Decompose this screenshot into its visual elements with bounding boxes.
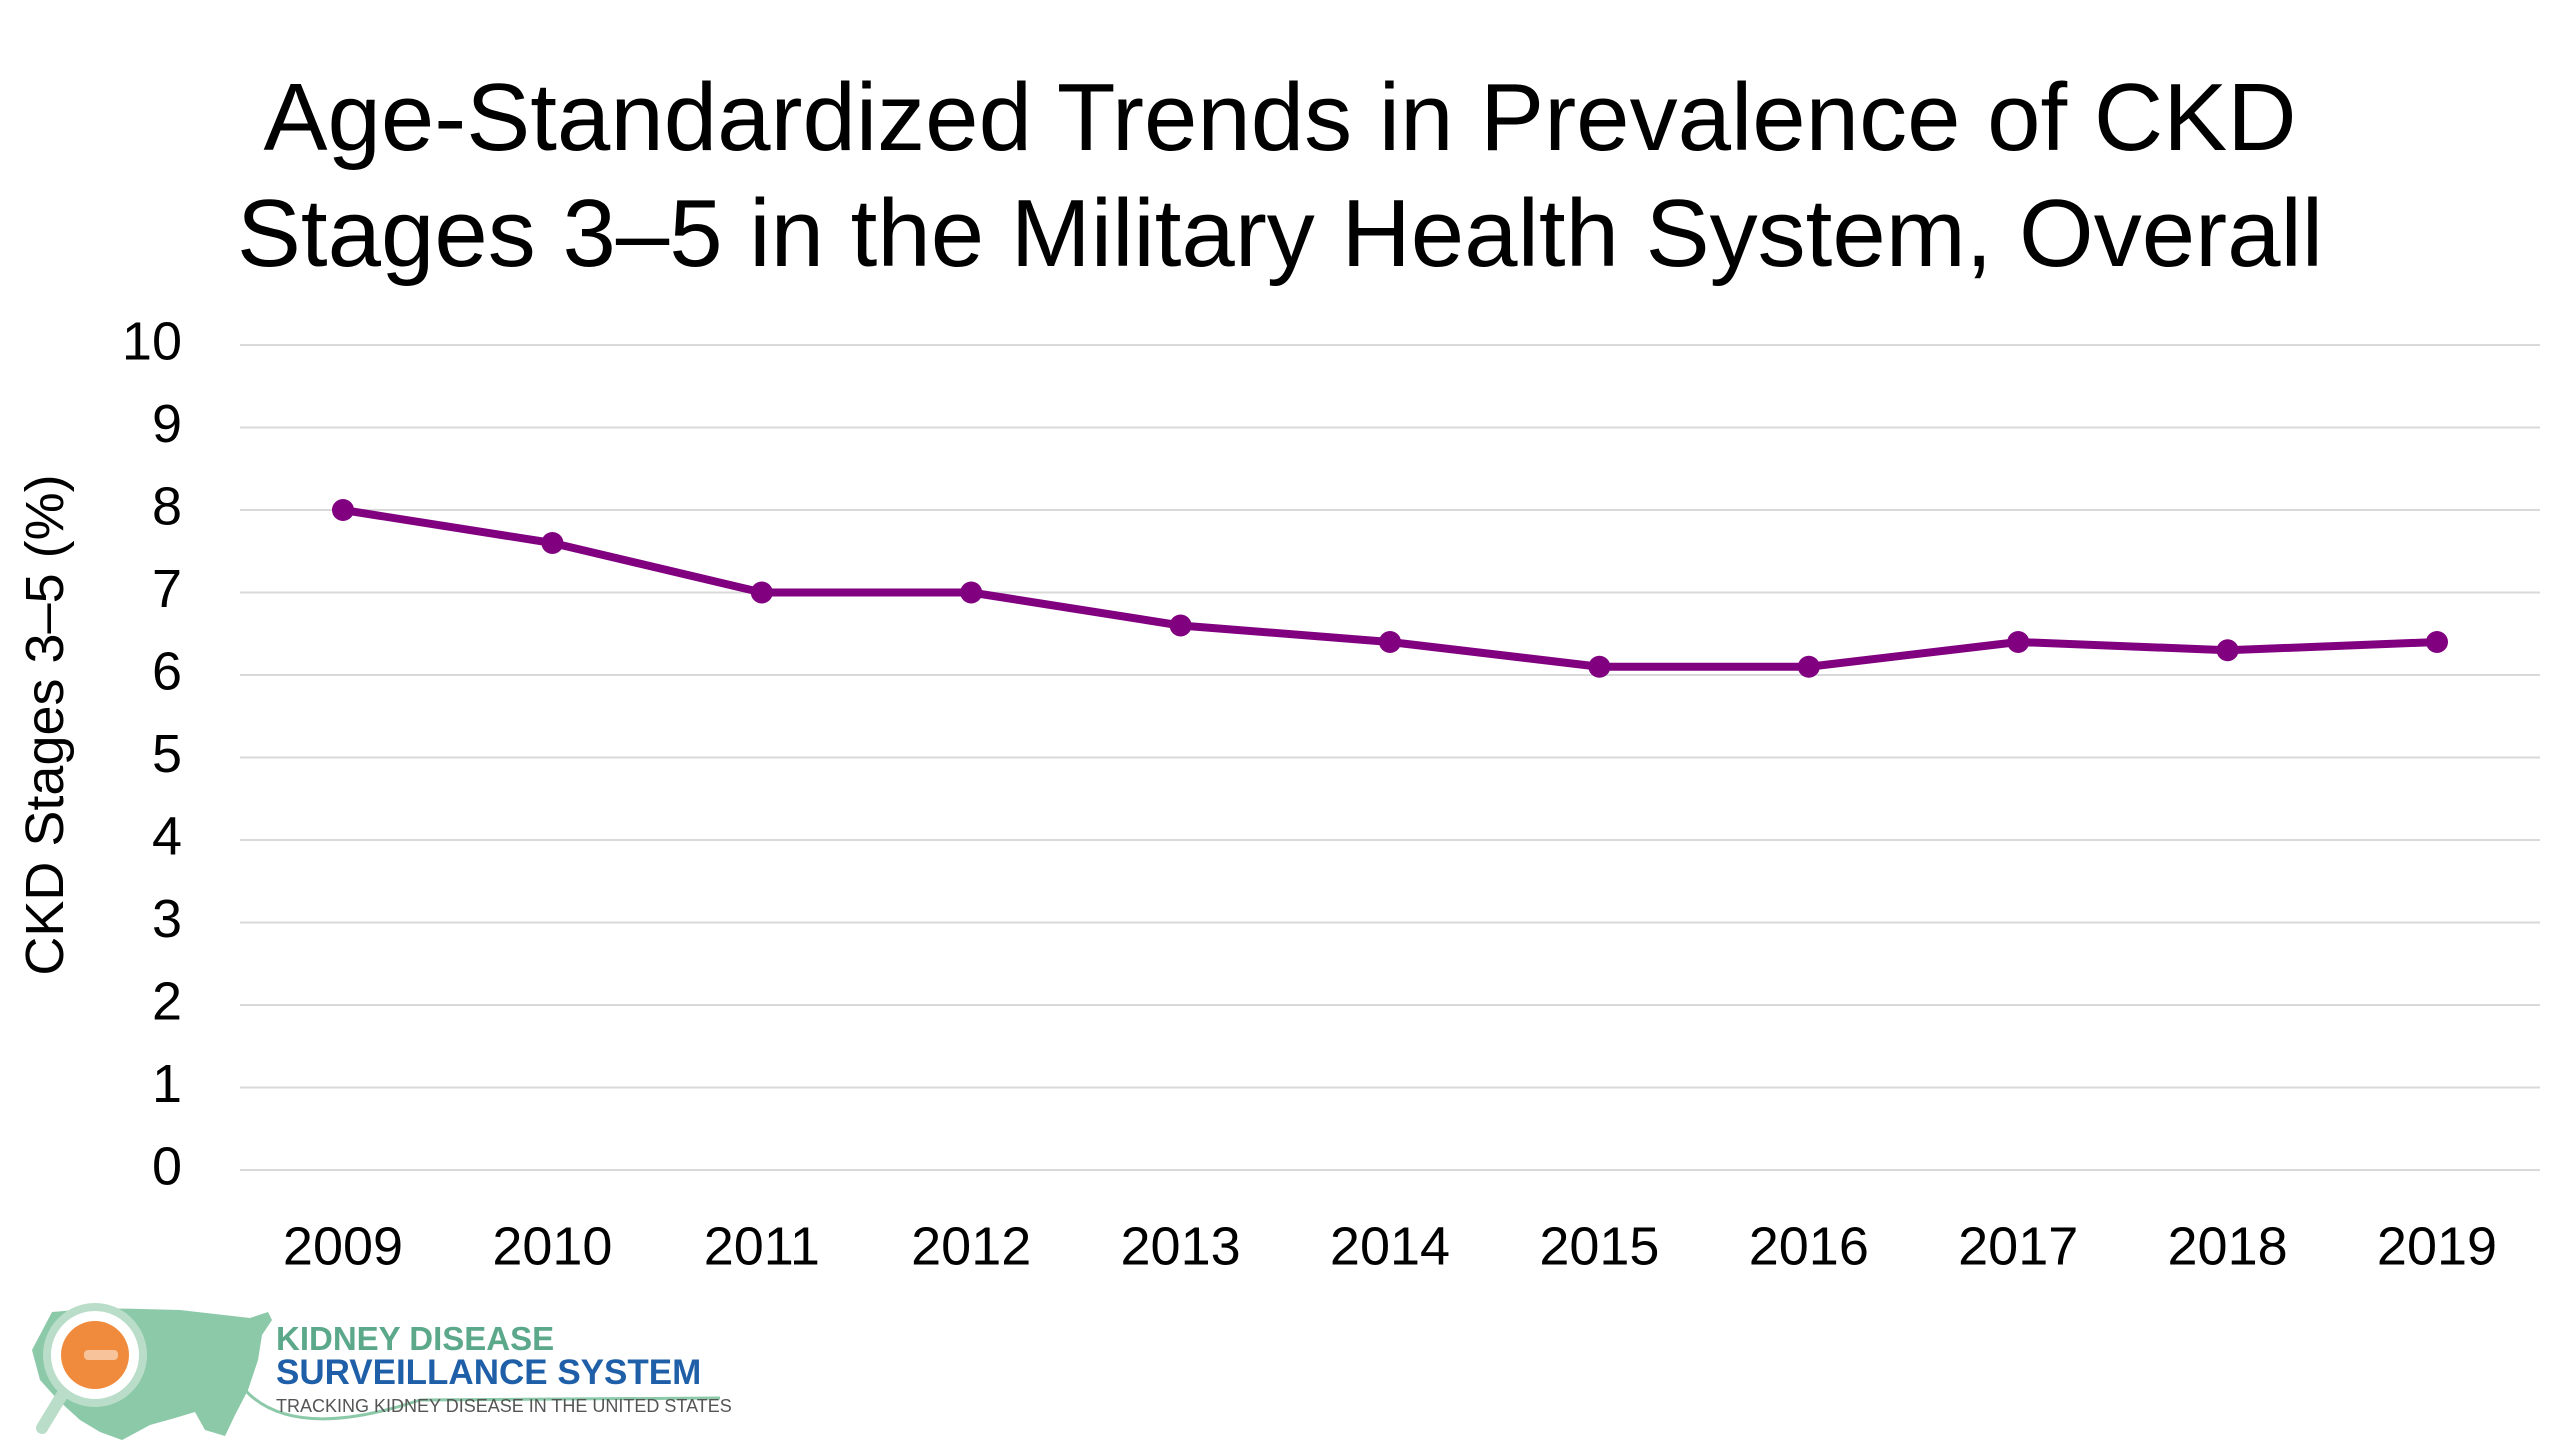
x-tick-label: 2018 [2168, 1216, 2288, 1276]
y-tick-label: 3 [152, 889, 182, 949]
x-tick-label: 2009 [283, 1216, 403, 1276]
kdss-logo: KIDNEY DISEASE SURVEILLANCE SYSTEM TRACK… [32, 1303, 732, 1440]
chart-title-line-2: Stages 3–5 in the Military Health System… [236, 180, 2324, 287]
logo-line-1: KIDNEY DISEASE [276, 1320, 554, 1357]
magnifier-highlight-icon [84, 1350, 118, 1360]
x-tick-label: 2010 [492, 1216, 612, 1276]
x-tick-label: 2012 [911, 1216, 1031, 1276]
series [332, 499, 2448, 678]
x-tick-label: 2011 [704, 1216, 820, 1276]
data-point-2009 [332, 499, 354, 521]
y-tick-label: 4 [152, 806, 182, 866]
data-point-2012 [960, 581, 983, 604]
y-tick-labels: 0 1 2 3 4 5 6 7 8 9 10 [122, 311, 182, 1196]
data-point-2015 [1588, 655, 1611, 678]
x-tick-label: 2013 [1121, 1216, 1241, 1276]
chart-title-line-1: Age-Standardized Trends in Prevalence of… [263, 64, 2297, 171]
x-tick-label: 2017 [1958, 1216, 2078, 1276]
data-point-2017 [2007, 631, 2030, 653]
data-point-2018 [2216, 639, 2239, 662]
data-point-2019 [2426, 631, 2448, 653]
logo-line-2: SURVEILLANCE SYSTEM [276, 1353, 701, 1392]
data-point-2016 [1797, 655, 1820, 678]
x-tick-label: 2015 [1539, 1216, 1659, 1276]
y-tick-label: 6 [152, 641, 182, 701]
y-tick-label: 1 [152, 1054, 182, 1114]
gridlines [240, 344, 2540, 1171]
x-tick-label: 2016 [1749, 1216, 1869, 1276]
x-tick-labels: 2009 2010 2011 2012 2013 2014 2015 2016 2017 2018… [283, 1216, 2497, 1276]
y-tick-label: 7 [152, 559, 182, 619]
y-tick-label: 0 [152, 1136, 182, 1196]
magnifier-handle-icon [36, 1389, 68, 1434]
x-tick-label: 2019 [2377, 1216, 2497, 1276]
data-point-2010 [541, 532, 564, 554]
y-tick-label: 5 [152, 724, 182, 784]
logo-tagline: TRACKING KIDNEY DISEASE IN THE UNITED ST… [276, 1396, 732, 1416]
data-point-2013 [1169, 614, 1192, 637]
chart-title: Age-Standardized Trends in Prevalence of… [0, 60, 2560, 292]
data-point-2014 [1379, 631, 1401, 653]
y-tick-label: 9 [152, 394, 182, 454]
y-tick-label: 8 [152, 476, 182, 536]
data-point-2011 [750, 581, 773, 604]
logo-swoosh [139, 1364, 721, 1421]
y-tick-label: 2 [152, 971, 182, 1031]
x-tick-label: 2014 [1330, 1216, 1450, 1276]
y-tick-label: 10 [122, 311, 182, 371]
